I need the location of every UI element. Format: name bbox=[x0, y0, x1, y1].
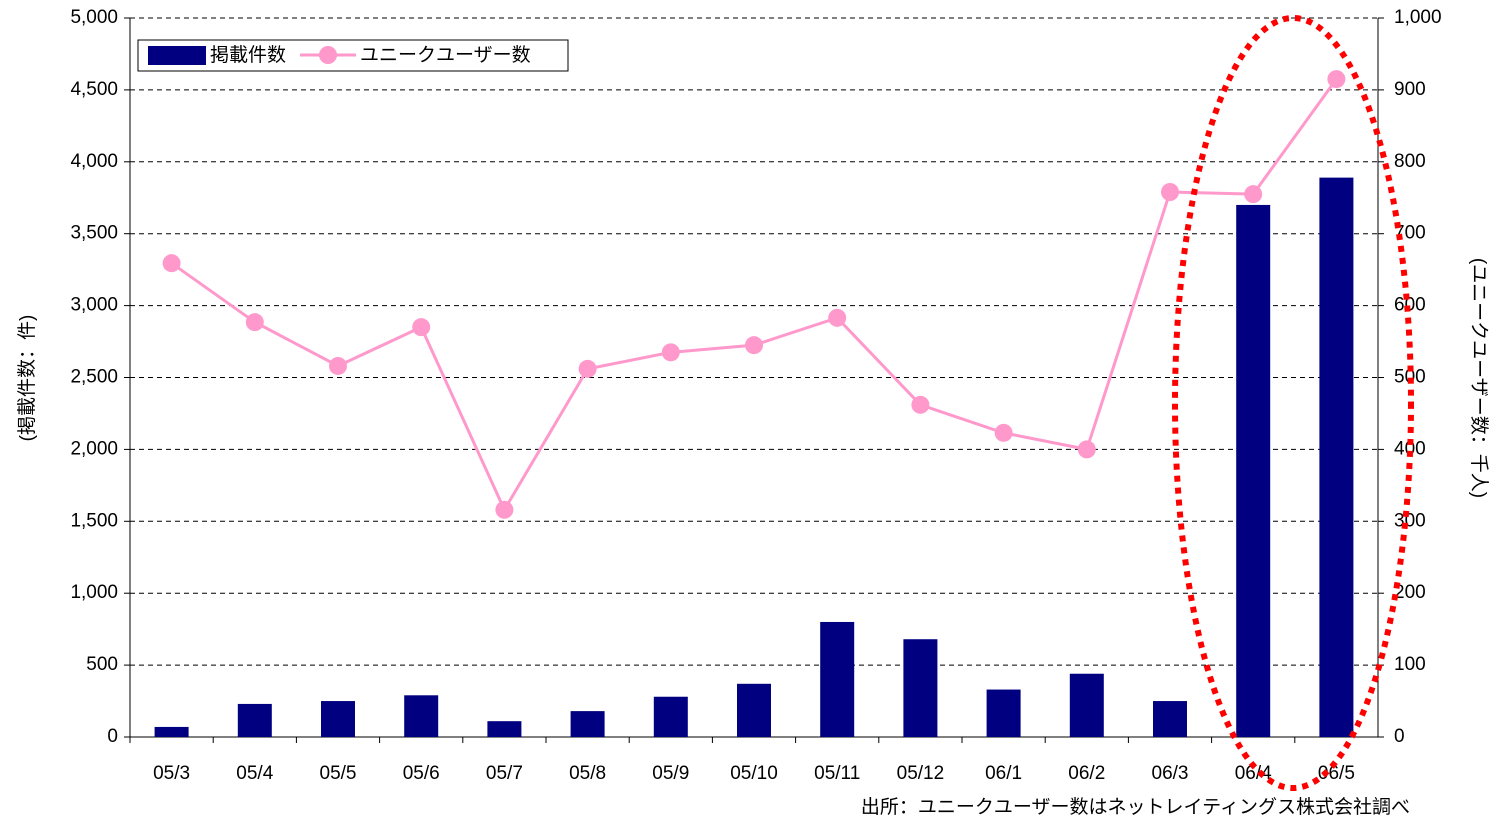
legend-swatch bbox=[148, 46, 206, 65]
y2-tick-label: 300 bbox=[1394, 510, 1426, 531]
line-marker bbox=[1327, 70, 1346, 89]
bar bbox=[1069, 673, 1104, 737]
y2-tick-label: 600 bbox=[1394, 295, 1426, 316]
line-marker bbox=[1077, 440, 1096, 459]
bar bbox=[653, 696, 688, 737]
y-tick-label: 1,000 bbox=[70, 582, 118, 603]
x-tick-label: 06/2 bbox=[1068, 763, 1105, 784]
line-marker bbox=[495, 500, 514, 519]
y2-tick-label: 800 bbox=[1394, 151, 1426, 172]
legend-label: 掲載件数 bbox=[210, 44, 286, 66]
bar bbox=[903, 639, 938, 737]
x-tick-label: 05/7 bbox=[486, 763, 523, 784]
y2-tick-label: 900 bbox=[1394, 79, 1426, 100]
x-tick-label: 05/4 bbox=[236, 763, 273, 784]
bar bbox=[1319, 177, 1354, 738]
x-tick-label: 05/3 bbox=[153, 763, 190, 784]
line-marker bbox=[661, 343, 680, 362]
y2-tick-label: 400 bbox=[1394, 438, 1426, 459]
bar bbox=[404, 695, 439, 737]
y2-tick-label: 1,000 bbox=[1394, 7, 1442, 28]
bar bbox=[237, 703, 272, 737]
bar bbox=[986, 689, 1021, 737]
y2-tick-label: 500 bbox=[1394, 367, 1426, 388]
line-marker bbox=[578, 359, 597, 378]
line-marker bbox=[1161, 182, 1179, 201]
line-marker bbox=[329, 356, 347, 375]
x-tick-label: 05/12 bbox=[897, 763, 945, 784]
line-marker bbox=[412, 318, 431, 337]
y-axis-label: (掲載件数：件) bbox=[16, 315, 38, 442]
highlight-ellipse bbox=[1172, 15, 1414, 791]
x-tick-label: 06/4 bbox=[1235, 763, 1272, 784]
y-tick-label: 4,500 bbox=[70, 79, 118, 100]
line-marker bbox=[162, 254, 181, 273]
x-tick-label: 06/1 bbox=[985, 763, 1022, 784]
bar bbox=[321, 701, 355, 737]
line-marker bbox=[745, 336, 763, 355]
y-tick-label: 2,000 bbox=[70, 438, 118, 459]
y-tick-label: 2,500 bbox=[70, 367, 118, 388]
bar bbox=[154, 726, 189, 737]
bar bbox=[1153, 701, 1187, 737]
source-note: 出所：ユニークユーザー数はネットレイティングス株式会社調べ bbox=[861, 796, 1410, 818]
y-tick-label: 3,500 bbox=[70, 223, 118, 244]
y-tick-label: 1,500 bbox=[70, 510, 118, 531]
legend-marker bbox=[319, 46, 337, 64]
y2-axis-label: (ユニークユーザー数：千人) bbox=[1468, 258, 1490, 498]
y2-tick-label: 100 bbox=[1394, 654, 1426, 675]
bar bbox=[737, 683, 771, 737]
y2-tick-label: 200 bbox=[1394, 582, 1426, 603]
y-tick-label: 3,000 bbox=[70, 295, 118, 316]
y-tick-label: 500 bbox=[86, 654, 118, 675]
bar bbox=[487, 721, 522, 737]
x-tick-label: 05/9 bbox=[652, 763, 689, 784]
x-tick-label: 05/10 bbox=[730, 763, 778, 784]
line-marker bbox=[911, 395, 930, 414]
bar bbox=[1236, 204, 1271, 737]
x-tick-label: 05/5 bbox=[320, 763, 357, 784]
x-tick-label: 06/3 bbox=[1152, 763, 1189, 784]
y-tick-label: 0 bbox=[107, 726, 118, 747]
x-tick-label: 05/11 bbox=[814, 763, 860, 784]
legend-label: ユニークユーザー数 bbox=[360, 44, 531, 66]
y-tick-label: 4,000 bbox=[70, 151, 118, 172]
line-marker bbox=[994, 423, 1013, 442]
bar bbox=[570, 711, 605, 737]
bar bbox=[820, 621, 855, 737]
x-tick-label: 06/5 bbox=[1318, 763, 1355, 784]
x-tick-label: 05/8 bbox=[569, 763, 606, 784]
y2-tick-label: 0 bbox=[1394, 726, 1405, 747]
line-marker bbox=[1244, 185, 1263, 204]
line-marker bbox=[245, 313, 264, 332]
x-tick-label: 05/6 bbox=[403, 763, 440, 784]
line-marker bbox=[828, 308, 847, 327]
y-tick-label: 5,000 bbox=[70, 7, 118, 28]
